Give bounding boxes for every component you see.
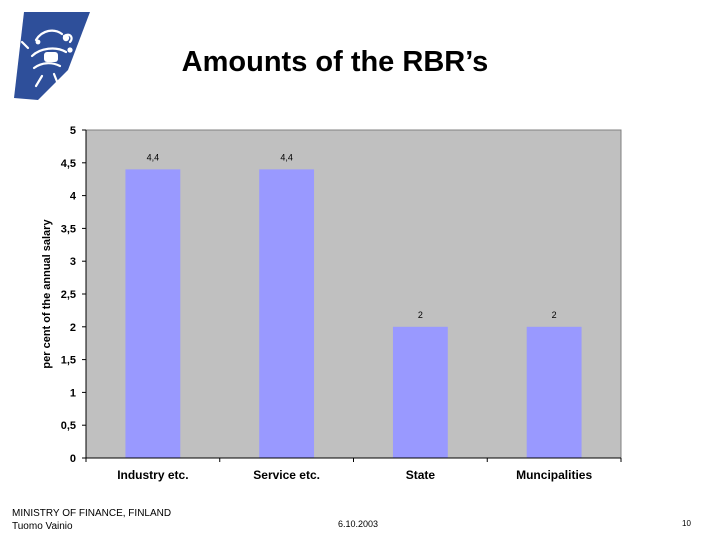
- slide-title: Amounts of the RBR’s: [181, 46, 489, 78]
- footer-org-block: MINISTRY OF FINANCE, FINLAND Tuomo Vaini…: [12, 507, 171, 533]
- data-label: 2: [418, 310, 423, 320]
- y-axis-label: per cent of the annual salary: [41, 219, 53, 369]
- y-tick-label: 2: [70, 322, 76, 334]
- y-tick-label: 0,5: [61, 420, 76, 432]
- x-tick-label: Industry etc.: [117, 468, 188, 482]
- data-label: 4,4: [280, 152, 293, 162]
- bar-3: [392, 326, 448, 458]
- bar-2: [259, 169, 315, 459]
- y-tick-label: 3,5: [61, 223, 76, 235]
- y-tick-label: 4,5: [61, 158, 76, 170]
- bar-1: [125, 169, 181, 459]
- page-number: 10: [682, 519, 691, 528]
- y-tick-label: 1,5: [61, 355, 76, 367]
- x-tick-label: State: [406, 468, 436, 482]
- bar-4: [526, 326, 582, 458]
- y-tick-label: 4: [70, 191, 77, 203]
- data-label: 2: [552, 310, 557, 320]
- footer-org: MINISTRY OF FINANCE, FINLAND: [12, 508, 172, 519]
- footer-date: 6.10.2003: [338, 519, 379, 529]
- x-tick-label: Muncipalities: [516, 468, 592, 482]
- data-label: 4,4: [147, 152, 160, 162]
- y-tick-label: 3: [70, 256, 76, 268]
- finnish-lion-emblem-icon: [14, 12, 90, 100]
- y-tick-label: 2,5: [61, 289, 76, 301]
- y-tick-label: 5: [70, 125, 76, 137]
- y-tick-label: 1: [70, 387, 76, 399]
- footer-author: Tuomo Vainio: [12, 521, 73, 532]
- y-tick-label: 0: [70, 453, 76, 465]
- x-tick-label: Service etc.: [253, 468, 320, 482]
